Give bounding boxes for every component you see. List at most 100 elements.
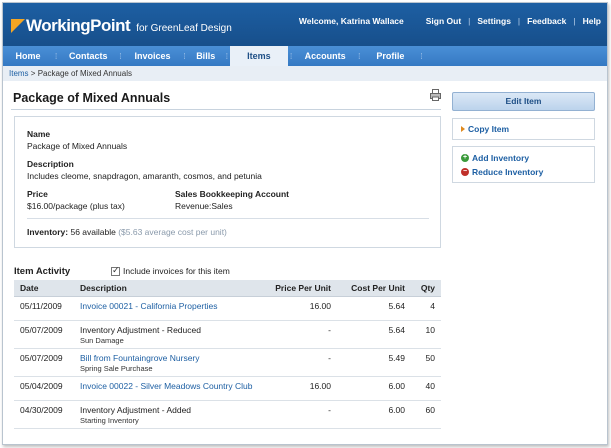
table-row: 05/07/2009 Inventory Adjustment - Reduce… — [14, 320, 441, 349]
row-date: 05/11/2009 — [14, 296, 74, 321]
column-header-description[interactable]: Description — [74, 280, 265, 297]
tab-items[interactable]: Items — [229, 46, 288, 66]
tab-contacts[interactable]: Contacts — [68, 51, 108, 61]
divider: | — [517, 16, 521, 26]
invoice-link[interactable]: Invoice 00021 - California Properties — [80, 300, 218, 311]
row-description: Inventory Adjustment - Reduced Sun Damag… — [74, 320, 265, 349]
bill-link[interactable]: Bill from Fountaingrove Nursery — [80, 352, 200, 363]
include-invoices-toggle[interactable]: Include invoices for this item — [111, 265, 230, 276]
inventory-summary: Inventory: 56 available ($5.63 average c… — [27, 227, 227, 237]
table-header-row: Date Description Price Per Unit Cost Per… — [14, 280, 441, 297]
checkbox-checked-icon[interactable] — [111, 265, 120, 276]
welcome-text: Welcome, Katrina Wallace — [298, 16, 404, 26]
invoice-link[interactable]: Invoice 00022 - Silver Meadows Country C… — [80, 380, 253, 391]
plus-circle-icon: + — [461, 154, 469, 162]
app-header: WorkingPoint for GreenLeaf Design Welcom… — [3, 3, 607, 46]
inventory-value: 56 available — [70, 227, 116, 237]
item-activity-title: Item Activity — [14, 266, 71, 277]
sales-account-value: Revenue:Sales — [175, 201, 233, 211]
table-row: 04/30/2009 Inventory Adjustment - Added … — [14, 400, 441, 429]
edit-item-button[interactable]: Edit Item — [452, 92, 595, 111]
reduce-inventory-link[interactable]: − Reduce Inventory — [461, 167, 543, 177]
details-divider — [27, 218, 429, 219]
name-label: Name — [27, 129, 51, 139]
sign-out-link[interactable]: Sign Out — [425, 16, 462, 26]
table-row: 05/11/2009 Invoice 00021 - California Pr… — [14, 296, 441, 321]
divider: ⁞ — [289, 51, 293, 61]
feedback-link[interactable]: Feedback — [527, 16, 567, 26]
divider: ⁞ — [420, 51, 423, 61]
settings-link[interactable]: Settings — [477, 16, 511, 26]
table-row: 05/07/2009 Bill from Fountaingrove Nurse… — [14, 348, 441, 377]
row-description: Inventory Adjustment - Added Starting In… — [74, 400, 265, 429]
row-qty: 50 — [411, 348, 441, 377]
include-invoices-label: Include invoices for this item — [123, 266, 230, 276]
row-description: Invoice 00021 - California Properties — [74, 296, 265, 321]
row-price: - — [265, 348, 337, 377]
divider: | — [468, 16, 471, 26]
row-price: - — [265, 400, 337, 429]
row-cost: 5.49 — [337, 348, 411, 377]
breadcrumb-current: Package of Mixed Annuals — [37, 69, 132, 78]
table-row: 05/04/2009 Invoice 00022 - Silver Meadow… — [14, 376, 441, 401]
inventory-actions-panel: + Add Inventory − Reduce Inventory — [452, 146, 595, 183]
row-date: 05/07/2009 — [14, 348, 74, 377]
row-cost: 5.64 — [337, 296, 411, 321]
divider: ⁞ — [183, 51, 186, 61]
copy-item-link[interactable]: Copy Item — [461, 124, 509, 134]
row-qty: 10 — [411, 320, 441, 349]
description-value: Includes cleome, snapdragon, amaranth, c… — [27, 171, 262, 181]
logo-triangle-icon — [11, 19, 25, 33]
row-description-text: Inventory Adjustment - Added — [80, 404, 192, 415]
reduce-inventory-label: Reduce Inventory — [472, 167, 544, 177]
divider: ⁞ — [55, 51, 58, 61]
company-name: for GreenLeaf Design — [136, 23, 232, 34]
breadcrumb: Items > Package of Mixed Annuals — [3, 66, 607, 81]
row-price: 16.00 — [265, 296, 337, 321]
tab-accounts[interactable]: Accounts — [304, 51, 346, 61]
divider: ⁞ — [358, 51, 361, 61]
row-qty: 4 — [411, 296, 441, 321]
row-note: Sun Damage — [80, 335, 124, 345]
row-description-text: Inventory Adjustment - Reduced — [80, 324, 201, 335]
row-qty: 40 — [411, 376, 441, 401]
top-nav: Welcome, Katrina Wallace Sign Out | Sett… — [299, 16, 601, 26]
row-date: 04/30/2009 — [14, 400, 74, 429]
tab-invoices[interactable]: Invoices — [134, 51, 171, 61]
item-details-panel: Name Package of Mixed Annuals Descriptio… — [14, 116, 441, 248]
column-header-price-per-unit[interactable]: Price Per Unit — [265, 280, 337, 297]
divider: ⁞ — [119, 51, 122, 61]
arrow-right-icon — [461, 126, 465, 132]
divider: ⁞ — [225, 51, 228, 61]
breadcrumb-items-link[interactable]: Items — [9, 69, 29, 78]
page-title: Package of Mixed Annuals — [13, 91, 171, 105]
print-icon[interactable] — [430, 89, 441, 101]
copy-item-label: Copy Item — [468, 124, 510, 134]
main-tabs: Home ⁞ Contacts ⁞ Invoices ⁞ Bills ⁞ Ite… — [3, 46, 607, 66]
item-activity-table: Date Description Price Per Unit Cost Per… — [14, 280, 441, 429]
column-header-qty[interactable]: Qty — [411, 280, 441, 297]
title-divider — [11, 109, 441, 110]
description-label: Description — [27, 159, 74, 169]
row-cost: 5.64 — [337, 320, 411, 349]
tab-bills[interactable]: Bills — [196, 51, 216, 61]
inventory-label: Inventory: — [27, 227, 69, 237]
breadcrumb-separator: > — [30, 69, 36, 78]
inventory-average-cost: ($5.63 average cost per unit) — [118, 227, 227, 237]
row-date: 05/07/2009 — [14, 320, 74, 349]
logo-text: WorkingPoint — [26, 16, 131, 35]
name-value: Package of Mixed Annuals — [27, 141, 128, 151]
column-header-cost-per-unit[interactable]: Cost Per Unit — [337, 280, 411, 297]
minus-circle-icon: − — [461, 168, 469, 176]
help-link[interactable]: Help — [582, 16, 601, 26]
row-price: - — [265, 320, 337, 349]
add-inventory-link[interactable]: + Add Inventory — [461, 153, 529, 163]
row-cost: 6.00 — [337, 376, 411, 401]
brand[interactable]: WorkingPoint for GreenLeaf Design — [11, 16, 232, 36]
add-inventory-label: Add Inventory — [472, 153, 530, 163]
tab-profile[interactable]: Profile — [376, 51, 405, 61]
tab-home[interactable]: Home — [15, 51, 41, 61]
row-note: Spring Sale Purchase — [80, 363, 153, 373]
column-header-date[interactable]: Date — [14, 280, 74, 297]
